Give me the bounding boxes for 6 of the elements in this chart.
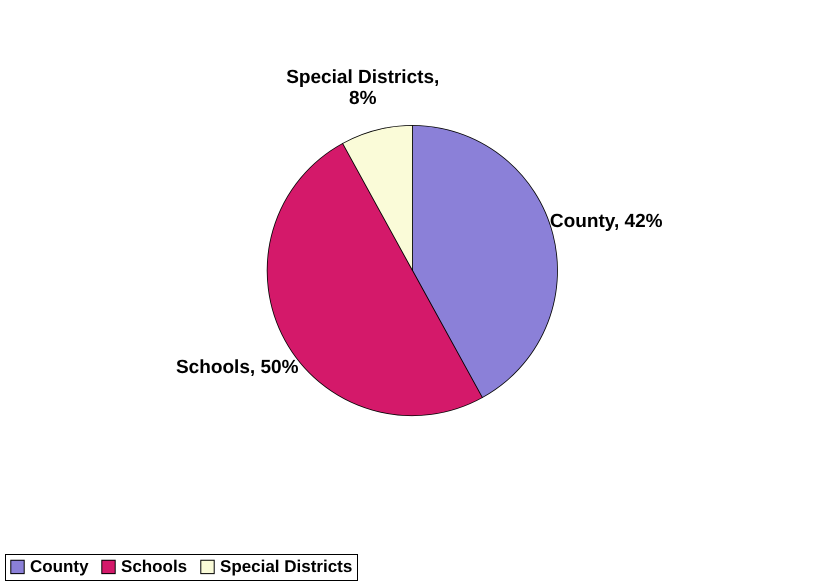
legend-label: Schools [121, 556, 188, 576]
legend-label: County [30, 556, 90, 576]
data-label: County, 42% [550, 210, 663, 232]
data-label: Special Districts, 8% [286, 66, 440, 109]
data-label: Schools, 50% [176, 356, 299, 378]
legend-label: Special Districts [220, 556, 352, 576]
